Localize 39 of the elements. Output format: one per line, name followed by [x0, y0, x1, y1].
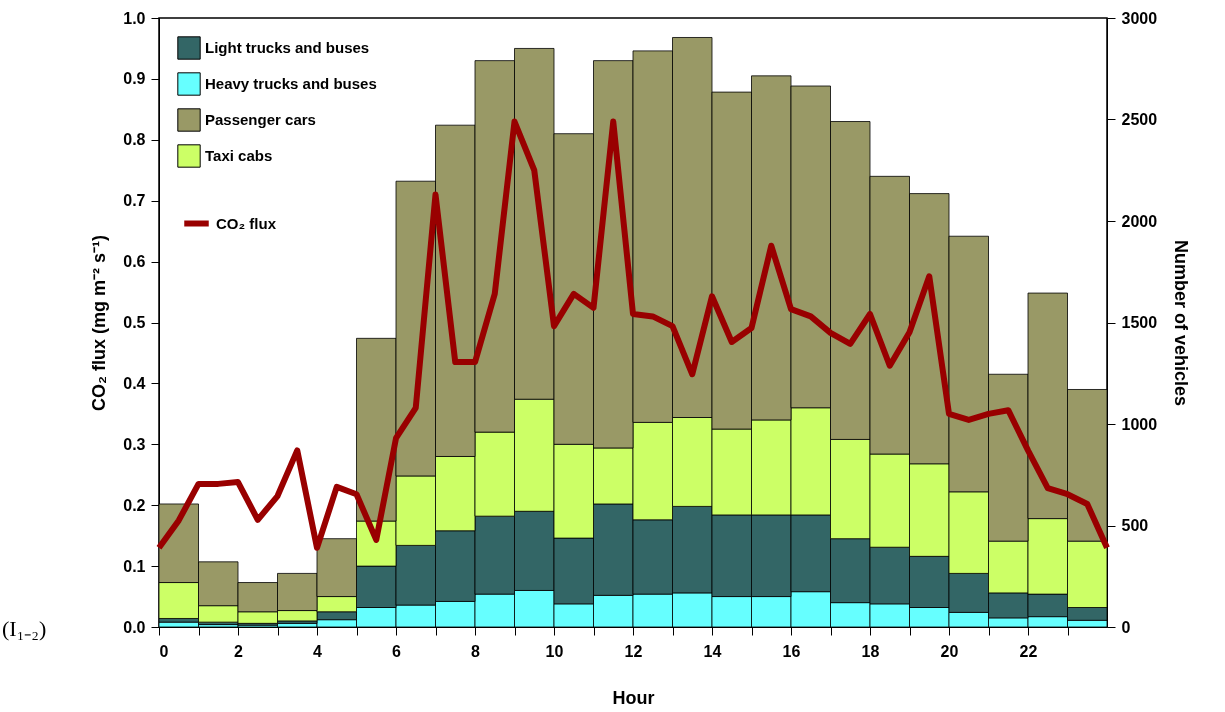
- y-tick-label: 0.5: [123, 314, 146, 331]
- y2-axis-title: Number of vehicles: [1171, 239, 1192, 407]
- legend-label: CO₂ flux: [216, 214, 277, 232]
- x-tick-label: 6: [392, 642, 402, 660]
- y2-tick-label: 1500: [1121, 314, 1158, 331]
- text: (I₁₋₂): [2, 615, 47, 642]
- y-tick-label: 0.1: [123, 557, 146, 575]
- x-tick-label: 18: [861, 642, 880, 660]
- y-tick-label: 0.3: [123, 435, 146, 453]
- y-tick-label: 0.2: [123, 496, 146, 514]
- x-tick-label: 4: [313, 642, 323, 660]
- y2-tick-label: 2500: [1121, 111, 1158, 128]
- x-tick-label: 0: [159, 642, 169, 660]
- y2-tick-label: 500: [1121, 517, 1149, 534]
- legend-label: Heavy trucks and buses: [205, 75, 377, 92]
- y-tick-label: 0.7: [123, 192, 146, 210]
- x-tick-label: 10: [545, 642, 564, 660]
- y2-tick-label: 2000: [1121, 212, 1158, 230]
- y-tick-label: 1.0: [123, 9, 146, 27]
- y-tick-label: 0.9: [123, 70, 146, 88]
- x-tick-label: 8: [471, 642, 481, 660]
- y-tick-label: 0.6: [123, 253, 146, 271]
- y2-tick-label: 1000: [1121, 415, 1158, 433]
- y-tick-label: 0.4: [123, 374, 146, 392]
- x-tick-label: 20: [940, 642, 959, 660]
- legend-label: Taxi cabs: [205, 147, 273, 164]
- y2-tick-label: 3000: [1121, 9, 1158, 27]
- y-axis-title: CO₂ flux (mg m⁻² s⁻¹): [89, 235, 110, 411]
- x-axis-title: Hour: [612, 687, 655, 708]
- x-tick-label: 12: [624, 642, 643, 660]
- legend-label: Passenger cars: [205, 111, 316, 128]
- y2-tick-label: 0: [1121, 618, 1131, 636]
- legend-label: Light trucks and buses: [205, 39, 370, 56]
- x-tick-label: 2: [234, 642, 244, 660]
- x-tick-label: 16: [782, 642, 801, 660]
- y-tick-label: 0.8: [123, 131, 146, 149]
- x-tick-label: 22: [1019, 642, 1038, 660]
- y-tick-label: 0.0: [123, 618, 146, 636]
- x-tick-label: 14: [703, 642, 722, 660]
